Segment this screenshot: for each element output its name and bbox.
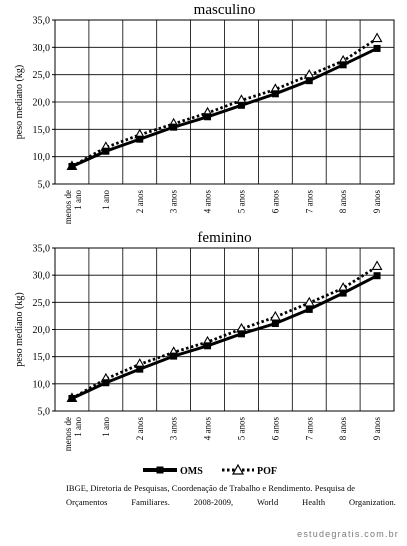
- chart-1-ytick-label: 10,0: [33, 379, 51, 390]
- source-line-2: Orçamentos Familiares. 2008-2009, World …: [66, 498, 396, 507]
- chart-1-oms-point: [373, 272, 381, 280]
- chart-1-xtick-label: 1 ano: [101, 417, 111, 437]
- chart-0-title: masculino: [194, 2, 256, 18]
- watermark: estudegratis.com.br: [297, 529, 399, 539]
- chart-1-xtick-label: 7 anos: [304, 417, 314, 441]
- chart-1-ytick-label: 20,0: [33, 325, 51, 336]
- chart-0-xtick-label: 8 anos: [338, 190, 348, 214]
- chart-1-oms-point: [68, 395, 76, 403]
- chart-0-ytick-label: 25,0: [33, 70, 51, 81]
- chart-0-ytick-label: 30,0: [33, 43, 51, 54]
- source-line-1: IBGE, Diretoria de Pesquisas, Coordenaçã…: [66, 484, 356, 493]
- chart-0-ylabel: peso mediano (kg): [14, 65, 25, 139]
- chart-0-ytick-label: 20,0: [33, 98, 51, 109]
- chart-0-oms-point: [204, 113, 212, 121]
- chart-1-title: feminino: [197, 230, 251, 246]
- chart-1-pof-point: [269, 310, 281, 321]
- chart-0-xtick-label: 2 anos: [135, 190, 145, 214]
- chart-0-series-oms-line: [71, 47, 378, 168]
- legend: OMS POF: [143, 463, 277, 477]
- chart-1-ylabel: peso mediano (kg): [14, 292, 25, 366]
- chart-0-pof-point: [371, 32, 383, 43]
- chart-1-xtick-label: 5 anos: [236, 417, 246, 441]
- chart-1-xtick-label: 9 anos: [372, 417, 382, 441]
- chart-0-pof-point: [303, 69, 315, 79]
- chart-1-xtick-label: 2 anos: [135, 417, 145, 441]
- chart-0-xtick-label: 7 anos: [304, 190, 314, 214]
- chart-0-xtick-label: 6 anos: [270, 190, 280, 214]
- chart-0-oms-point: [136, 135, 144, 143]
- chart-0-xtick-label: 4 anos: [203, 190, 213, 214]
- chart-1-pof-point: [303, 296, 315, 307]
- chart-0-xtick-label: 1 ano: [101, 190, 111, 210]
- chart-0-xtick-label: menos de1 ano: [63, 190, 83, 225]
- chart-1-ytick-label: 5,0: [38, 407, 51, 418]
- chart-1-oms-point: [170, 352, 178, 360]
- chart-1-oms-point: [339, 289, 347, 297]
- chart-0-series-pof-line: [71, 37, 378, 168]
- chart-1-oms-point: [237, 330, 245, 338]
- chart-1-series-oms-line: [71, 274, 378, 400]
- chart-1-ytick-label: 30,0: [33, 271, 51, 282]
- chart-1-ytick-label: 25,0: [33, 298, 51, 309]
- chart-1-pof-point: [371, 260, 383, 271]
- chart-0-xtick-label: 9 anos: [372, 190, 382, 214]
- chart-1-xtick-label: 8 anos: [338, 417, 348, 441]
- chart-0-oms-point: [170, 123, 178, 131]
- legend-oms-label: OMS: [180, 466, 203, 477]
- chart-1-xtick-label: 6 anos: [270, 417, 280, 441]
- chart-0-oms-point: [271, 90, 279, 98]
- chart-1-xtick-label: 4 anos: [203, 417, 213, 441]
- chart-1-xtick-label: 3 anos: [169, 417, 179, 441]
- charts-svg: 5,0 10,0 15,0 20,0 25,0 30,0 35,0 menos de1 ano…: [14, 2, 395, 452]
- chart-1-xtick-label: menos de1 ano: [63, 417, 83, 452]
- chart-0-oms-point: [339, 61, 347, 69]
- chart-0-oms-point: [373, 44, 381, 52]
- chart-0-oms-point: [237, 101, 245, 109]
- chart-1-ytick-label: 35,0: [33, 244, 51, 255]
- legend-oms-marker: [156, 466, 164, 474]
- legend-pof-label: POF: [257, 466, 277, 477]
- legend-pof-marker: [231, 463, 245, 475]
- chart-0-oms-point: [305, 77, 313, 85]
- chart-1-oms-point: [305, 305, 313, 313]
- chart-0-ytick-label: 35,0: [33, 16, 51, 27]
- chart-1-oms-point: [271, 320, 279, 328]
- chart-0-xtick-label: 3 anos: [169, 190, 179, 214]
- chart-1-series-pof-line: [71, 265, 378, 400]
- chart-0-ytick-label: 15,0: [33, 125, 51, 136]
- chart-0-ytick-label: 10,0: [33, 152, 51, 163]
- chart-0-oms-point: [68, 163, 76, 171]
- chart-0-oms-point: [102, 147, 110, 155]
- source-caption: IBGE, Diretoria de Pesquisas, Coordenaçã…: [66, 482, 396, 510]
- chart-0-ytick-label: 5,0: [38, 180, 51, 191]
- chart-0-xtick-label: 5 anos: [236, 190, 246, 214]
- chart-1-oms-point: [136, 365, 144, 373]
- chart-1-oms-point: [102, 379, 110, 387]
- chart-1-oms-point: [204, 342, 212, 350]
- chart-1-ytick-label: 15,0: [33, 352, 51, 363]
